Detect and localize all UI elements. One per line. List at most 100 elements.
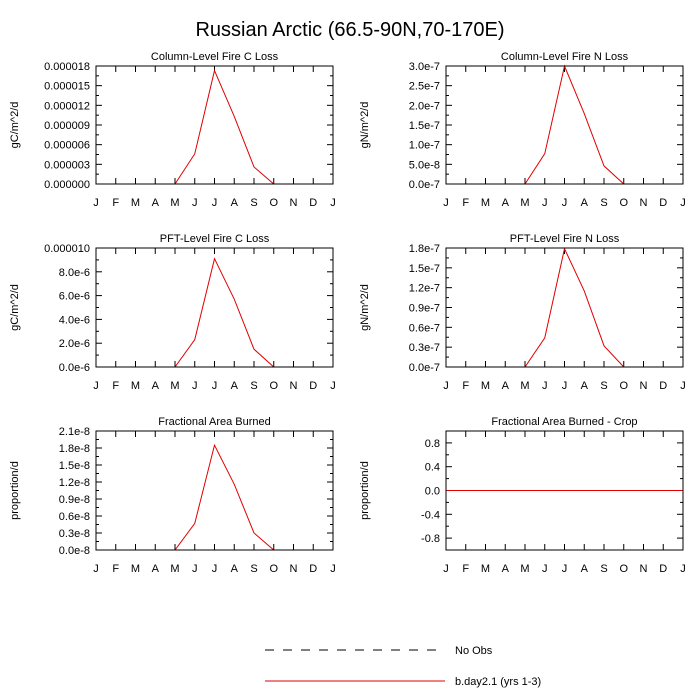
y-tick-label: 1.8e-8 (59, 443, 90, 455)
plot-frame (445, 247, 684, 368)
x-tick-label: J (443, 380, 449, 392)
x-tick-label: N (290, 380, 298, 392)
plot-frame (95, 247, 334, 368)
x-tick-label: J (680, 197, 686, 209)
x-tick-label: A (581, 197, 589, 209)
x-tick-label: D (309, 380, 317, 392)
x-tick-label: J (443, 563, 449, 575)
x-tick-label: A (231, 380, 239, 392)
x-tick-label: J (93, 380, 99, 392)
legend-obs-label: No Obs (455, 645, 493, 657)
y-tick-label: 2.0e-6 (59, 338, 90, 350)
y-tick-label: 8.0e-6 (59, 267, 90, 279)
x-tick-label: O (269, 380, 278, 392)
y-tick-label: 0.3e-8 (59, 528, 90, 540)
y-axis-label: gC/m^2/d (9, 284, 21, 331)
y-tick-label: 1.5e-7 (409, 263, 440, 275)
y-tick-label: 1.2e-7 (409, 283, 440, 295)
panel-title: PFT-Level Fire N Loss (510, 233, 620, 245)
x-tick-label: J (562, 563, 568, 575)
series-line (96, 443, 333, 551)
x-tick-label: A (231, 197, 239, 209)
x-tick-label: F (462, 197, 469, 209)
x-tick-label: O (269, 197, 278, 209)
x-tick-label: J (542, 380, 548, 392)
x-tick-label: A (152, 563, 160, 575)
x-tick-label: D (659, 197, 667, 209)
panel-title: Fractional Area Burned (158, 416, 271, 428)
panel-title: PFT-Level Fire C Loss (160, 233, 270, 245)
x-tick-label: O (619, 380, 628, 392)
x-tick-label: O (619, 563, 628, 575)
y-tick-label: 0.000006 (44, 140, 90, 152)
x-tick-label: N (290, 563, 298, 575)
y-axis-label: gN/m^2/d (359, 284, 371, 331)
figure-title: Russian Arctic (66.5-90N,70-170E) (195, 19, 504, 41)
x-tick-label: N (640, 563, 648, 575)
y-tick-label: 1.5e-8 (59, 460, 90, 472)
y-tick-label: 1.8e-7 (409, 243, 440, 255)
x-tick-label: J (443, 197, 449, 209)
y-axis-label: proportion/d (9, 461, 21, 520)
series-line (446, 64, 683, 185)
y-tick-label: 2.5e-7 (409, 81, 440, 93)
y-tick-label: 4.0e-6 (59, 314, 90, 326)
series-line (96, 69, 333, 185)
y-tick-label: 2.1e-8 (59, 426, 90, 438)
y-tick-label: 0.000018 (44, 61, 90, 73)
panel-6: Fractional Area Burned - Crop proportion/… (359, 416, 686, 575)
y-tick-label: 0.000009 (44, 120, 90, 132)
x-tick-label: J (680, 563, 686, 575)
plot-frame (95, 65, 334, 185)
panel-title: Column-Level Fire C Loss (151, 51, 279, 63)
x-tick-label: M (170, 380, 179, 392)
legend: No Obs b.day2.1 (yrs 1-3) (265, 645, 541, 688)
x-tick-label: J (680, 380, 686, 392)
x-tick-label: F (112, 197, 119, 209)
x-tick-label: A (152, 380, 160, 392)
x-tick-label: F (462, 563, 469, 575)
x-tick-label: M (481, 380, 490, 392)
y-tick-label: 0.000012 (44, 100, 90, 112)
x-tick-label: D (309, 563, 317, 575)
x-tick-label: M (131, 197, 140, 209)
y-tick-label: 0.0e-6 (59, 362, 90, 374)
panel-title: Column-Level Fire N Loss (501, 51, 629, 63)
x-tick-label: S (600, 380, 607, 392)
x-tick-label: A (502, 380, 510, 392)
y-tick-label: 5.0e-8 (409, 159, 440, 171)
x-tick-label: J (192, 563, 198, 575)
x-tick-label: M (520, 380, 529, 392)
x-tick-label: J (542, 563, 548, 575)
x-tick-label: A (502, 197, 510, 209)
series-line (446, 247, 683, 368)
x-tick-label: D (309, 197, 317, 209)
y-tick-label: 0.8 (425, 438, 440, 450)
x-tick-label: M (481, 563, 490, 575)
y-tick-label: 0.9e-8 (59, 494, 90, 506)
x-tick-label: J (192, 197, 198, 209)
x-tick-label: J (330, 563, 336, 575)
x-tick-label: D (659, 563, 667, 575)
panel-title: Fractional Area Burned - Crop (491, 416, 637, 428)
x-tick-label: S (250, 563, 257, 575)
y-tick-label: 0.0e-7 (409, 179, 440, 191)
y-tick-label: 6.0e-6 (59, 291, 90, 303)
y-tick-label: 2.0e-7 (409, 100, 440, 112)
x-tick-label: O (619, 197, 628, 209)
x-tick-label: M (170, 197, 179, 209)
x-tick-label: A (231, 563, 239, 575)
x-tick-label: D (659, 380, 667, 392)
x-tick-label: M (520, 563, 529, 575)
x-tick-label: S (600, 563, 607, 575)
y-tick-label: 0.6e-7 (409, 322, 440, 334)
x-tick-label: A (581, 380, 589, 392)
y-tick-label: 0.3e-7 (409, 342, 440, 354)
plot-frame (95, 430, 334, 551)
x-tick-label: F (112, 563, 119, 575)
